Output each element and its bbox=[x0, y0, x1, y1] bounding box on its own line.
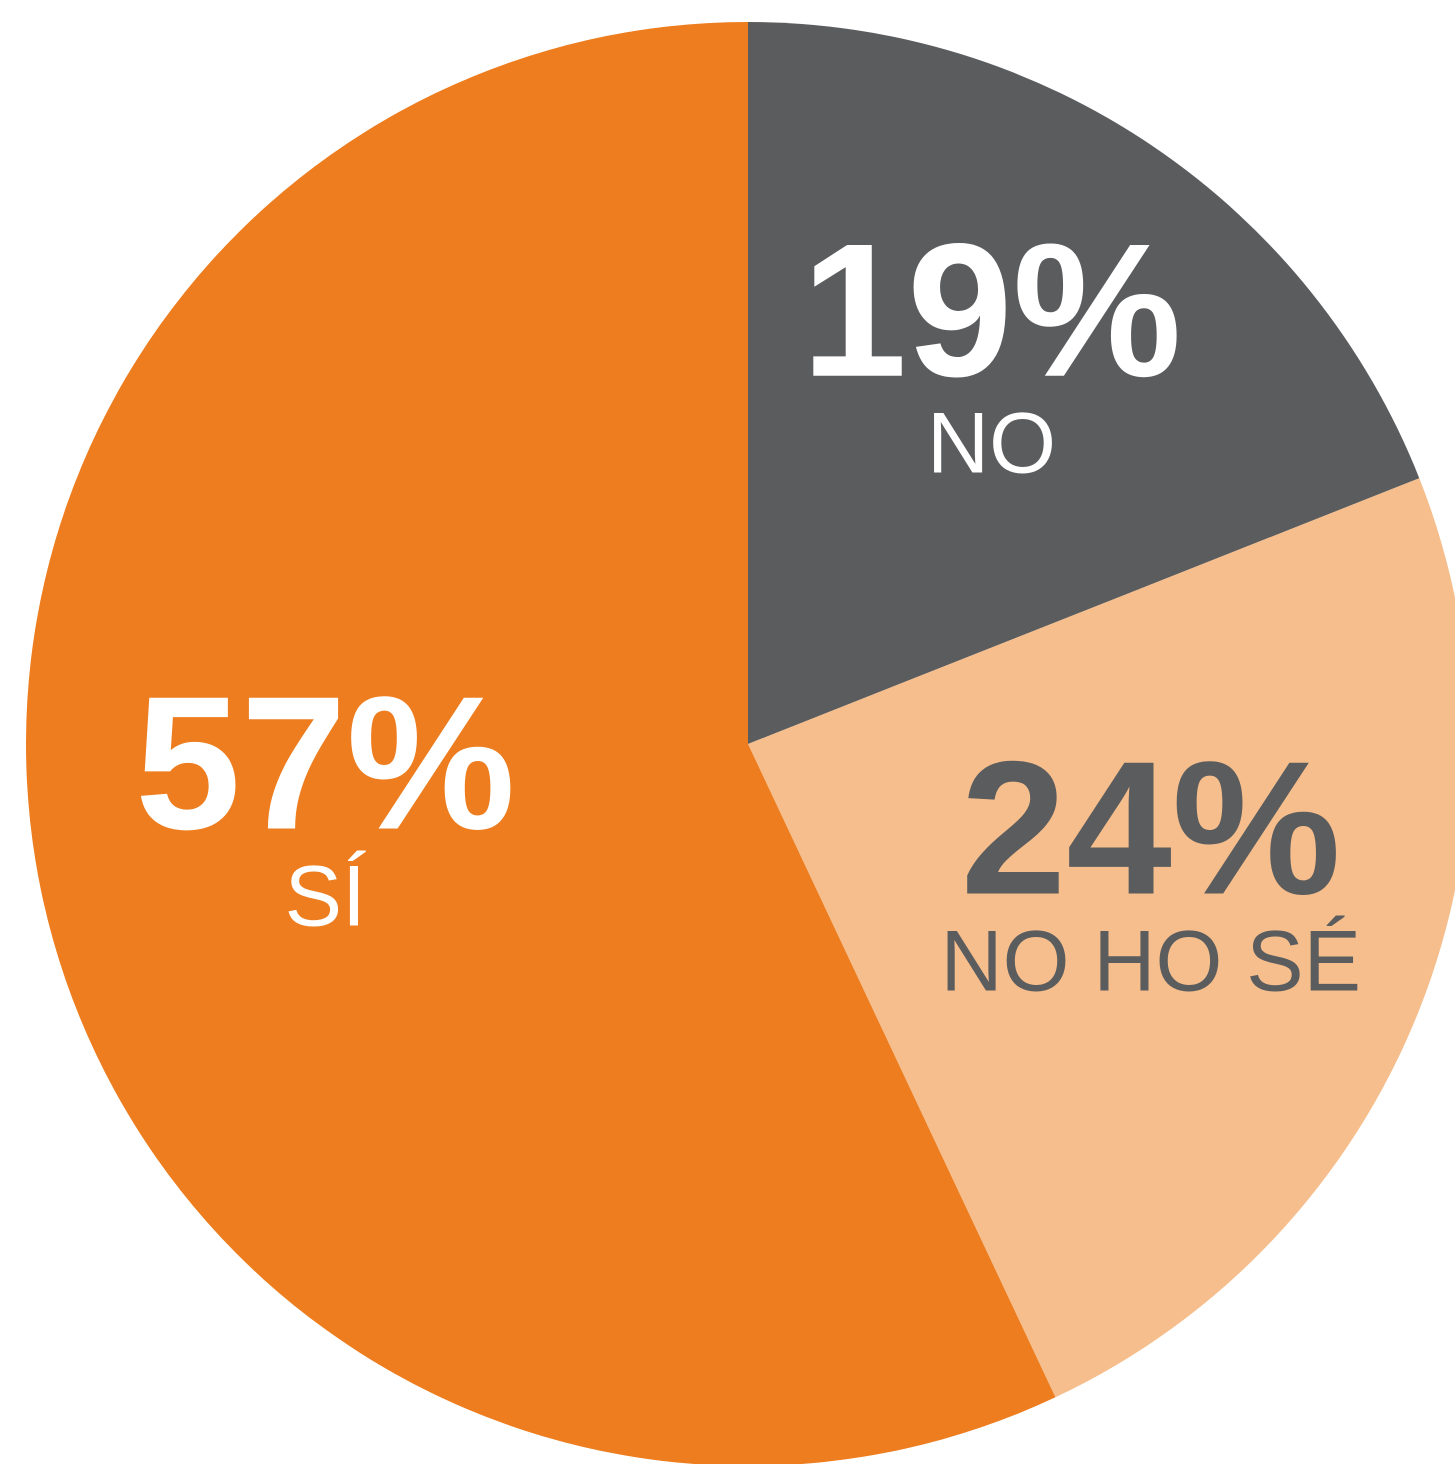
category-label: SÍ bbox=[285, 848, 366, 944]
category-label: NO HO SÉ bbox=[941, 913, 1362, 1009]
pie-slice bbox=[748, 22, 1420, 744]
pie-slice bbox=[748, 478, 1455, 1398]
value-label: 19% bbox=[801, 205, 1181, 417]
category-label: NO bbox=[927, 396, 1056, 492]
pie-slice bbox=[26, 22, 1056, 1464]
value-label: 24% bbox=[961, 722, 1341, 934]
value-label: 57% bbox=[135, 657, 515, 869]
